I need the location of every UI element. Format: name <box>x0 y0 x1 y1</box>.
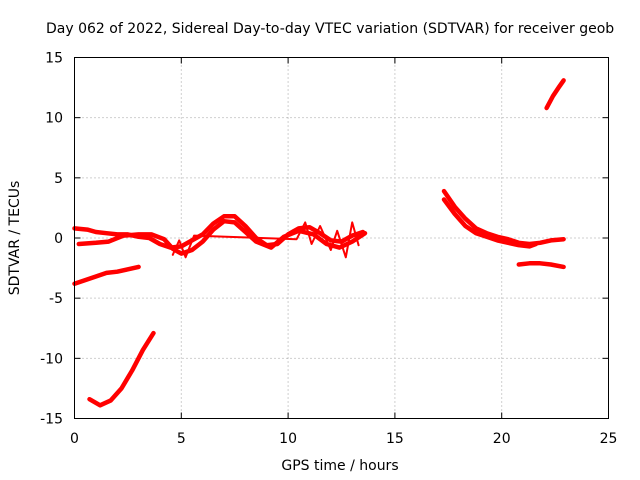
series-arc-d <box>87 330 156 408</box>
series-arc-e <box>441 188 566 247</box>
x-tick-label: 10 <box>279 431 297 447</box>
plot-frame <box>74 57 609 419</box>
y-tick-label: 5 <box>54 171 63 187</box>
x-tick-label: 25 <box>600 431 618 447</box>
series-noise-main <box>171 221 360 259</box>
y-tick-label: 15 <box>45 51 63 67</box>
y-tick-labels: -15 -10 -5 0 5 10 15 <box>40 51 63 428</box>
series-arc-c <box>72 264 141 286</box>
y-tick-label: 10 <box>45 111 63 127</box>
y-tick-label: -5 <box>49 291 63 307</box>
y-tick-label: -15 <box>40 412 63 428</box>
y-tick-label: 0 <box>54 231 63 247</box>
series-layer <box>72 78 566 408</box>
chart-title: Day 062 of 2022, Sidereal Day-to-day VTE… <box>46 21 614 37</box>
x-tick-label: 5 <box>177 431 186 447</box>
series-arc-main <box>72 214 366 250</box>
series-arc-h <box>544 78 566 111</box>
series-arc-f <box>441 197 539 249</box>
x-tick-label: 15 <box>386 431 404 447</box>
x-axis-label: GPS time / hours <box>281 458 398 474</box>
x-tick-label: 20 <box>493 431 511 447</box>
y-tick-label: -10 <box>40 351 63 367</box>
x-tick-label: 0 <box>70 431 79 447</box>
series-arc-g <box>516 261 566 270</box>
y-axis-label: SDTVAR / TECUs <box>7 181 23 296</box>
x-tick-labels: 0 5 10 15 20 25 <box>70 431 617 447</box>
